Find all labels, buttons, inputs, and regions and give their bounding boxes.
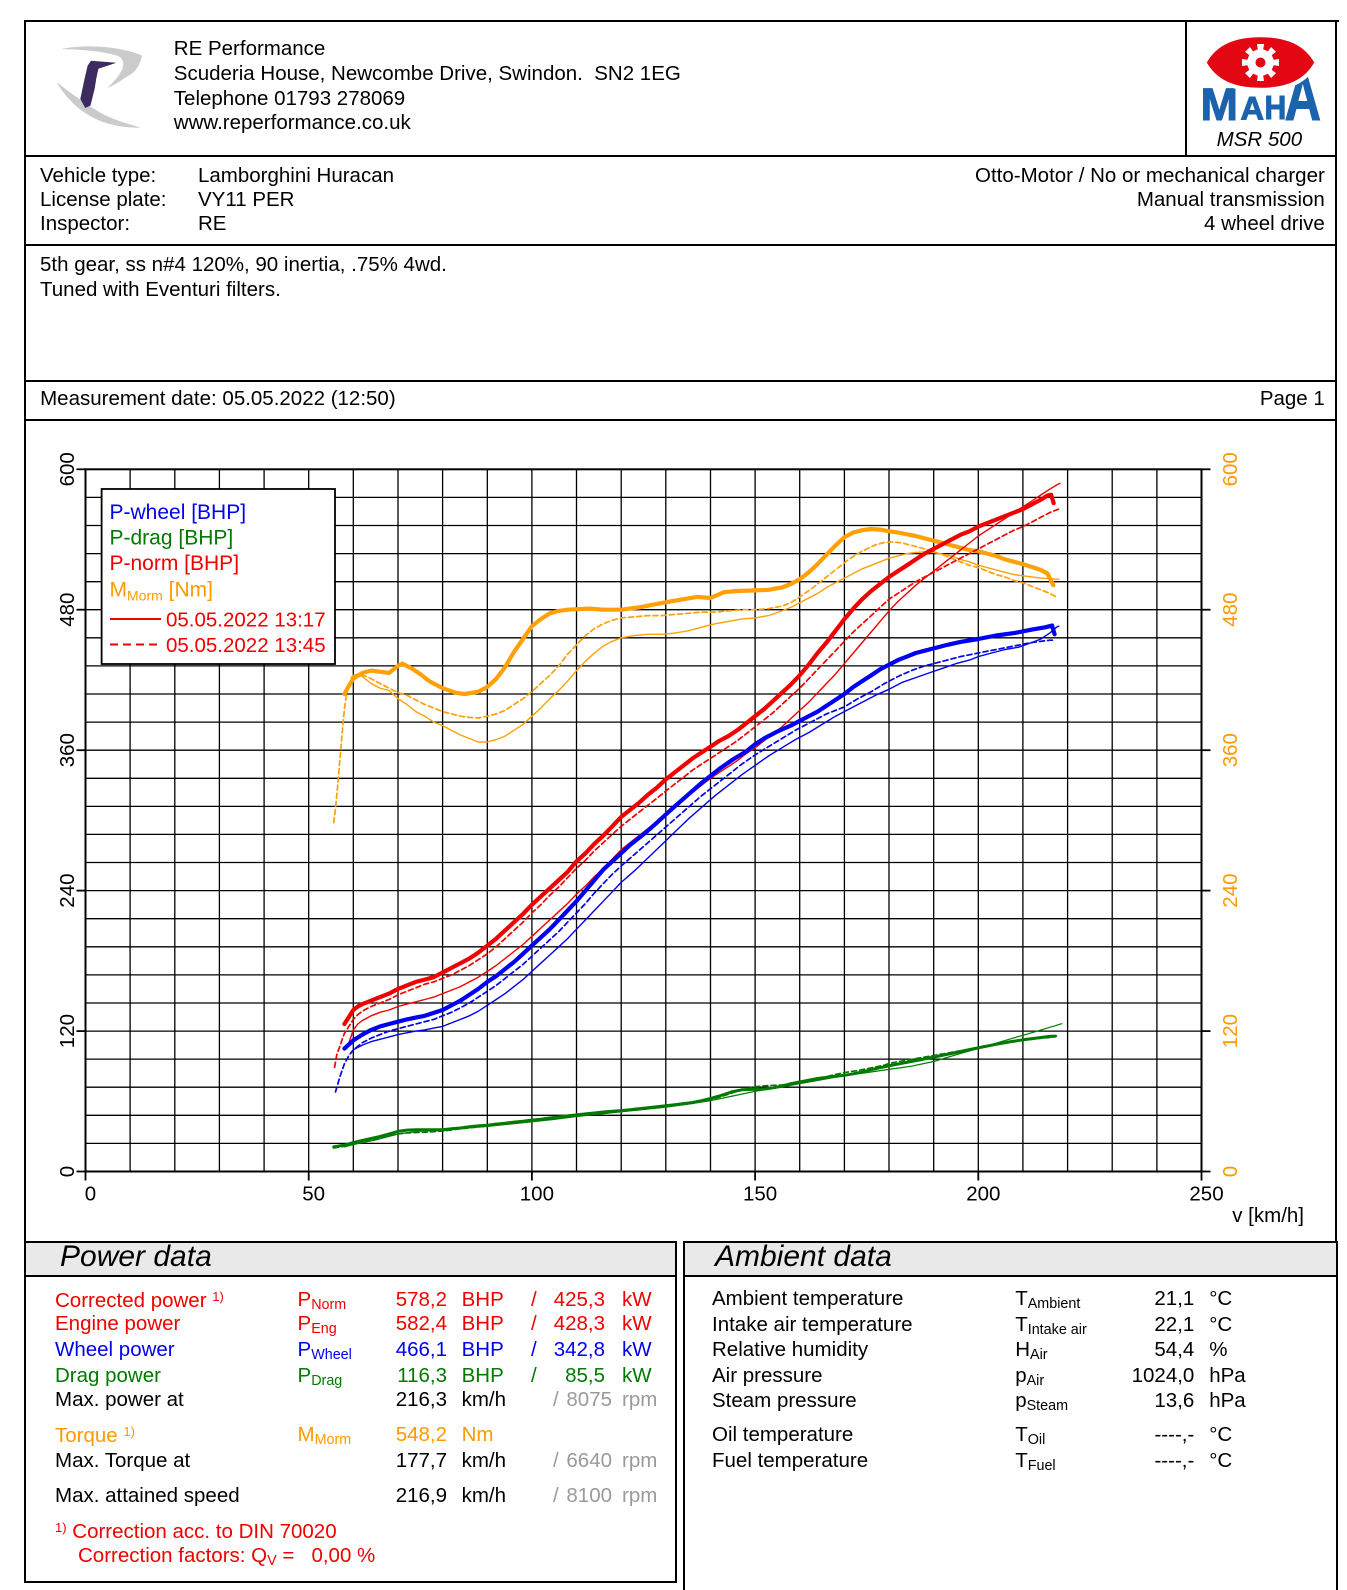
- svg-text:05.05.2022 13:45: 05.05.2022 13:45: [166, 634, 326, 657]
- svg-text:150: 150: [743, 1183, 777, 1206]
- svg-text:120: 120: [56, 1014, 79, 1048]
- svg-text:100: 100: [520, 1183, 554, 1206]
- svg-text:MSR 500: MSR 500: [1217, 128, 1303, 151]
- svg-text:P-wheel [BHP]: P-wheel [BHP]: [110, 501, 247, 524]
- svg-text:P-drag [BHP]: P-drag [BHP]: [110, 527, 234, 550]
- svg-text:v [km/h]: v [km/h]: [1232, 1204, 1304, 1227]
- svg-text:360: 360: [56, 733, 79, 767]
- svg-text:600: 600: [1219, 452, 1242, 486]
- svg-text:0: 0: [56, 1166, 79, 1177]
- svg-text:360: 360: [1219, 733, 1242, 767]
- svg-text:600: 600: [56, 452, 79, 486]
- svg-text:A: A: [1241, 91, 1264, 127]
- svg-text:200: 200: [966, 1183, 1000, 1206]
- svg-text:120: 120: [1219, 1014, 1242, 1048]
- svg-text:240: 240: [1219, 873, 1242, 907]
- svg-text:P-norm [BHP]: P-norm [BHP]: [110, 552, 240, 575]
- svg-text:0: 0: [85, 1183, 96, 1206]
- svg-text:50: 50: [302, 1183, 325, 1206]
- svg-text:0: 0: [1219, 1166, 1242, 1177]
- svg-text:H: H: [1265, 89, 1287, 127]
- svg-text:480: 480: [56, 593, 79, 627]
- svg-text:05.05.2022 13:17: 05.05.2022 13:17: [166, 609, 326, 632]
- svg-text:250: 250: [1189, 1183, 1223, 1206]
- svg-text:240: 240: [56, 873, 79, 907]
- svg-text:480: 480: [1219, 593, 1242, 627]
